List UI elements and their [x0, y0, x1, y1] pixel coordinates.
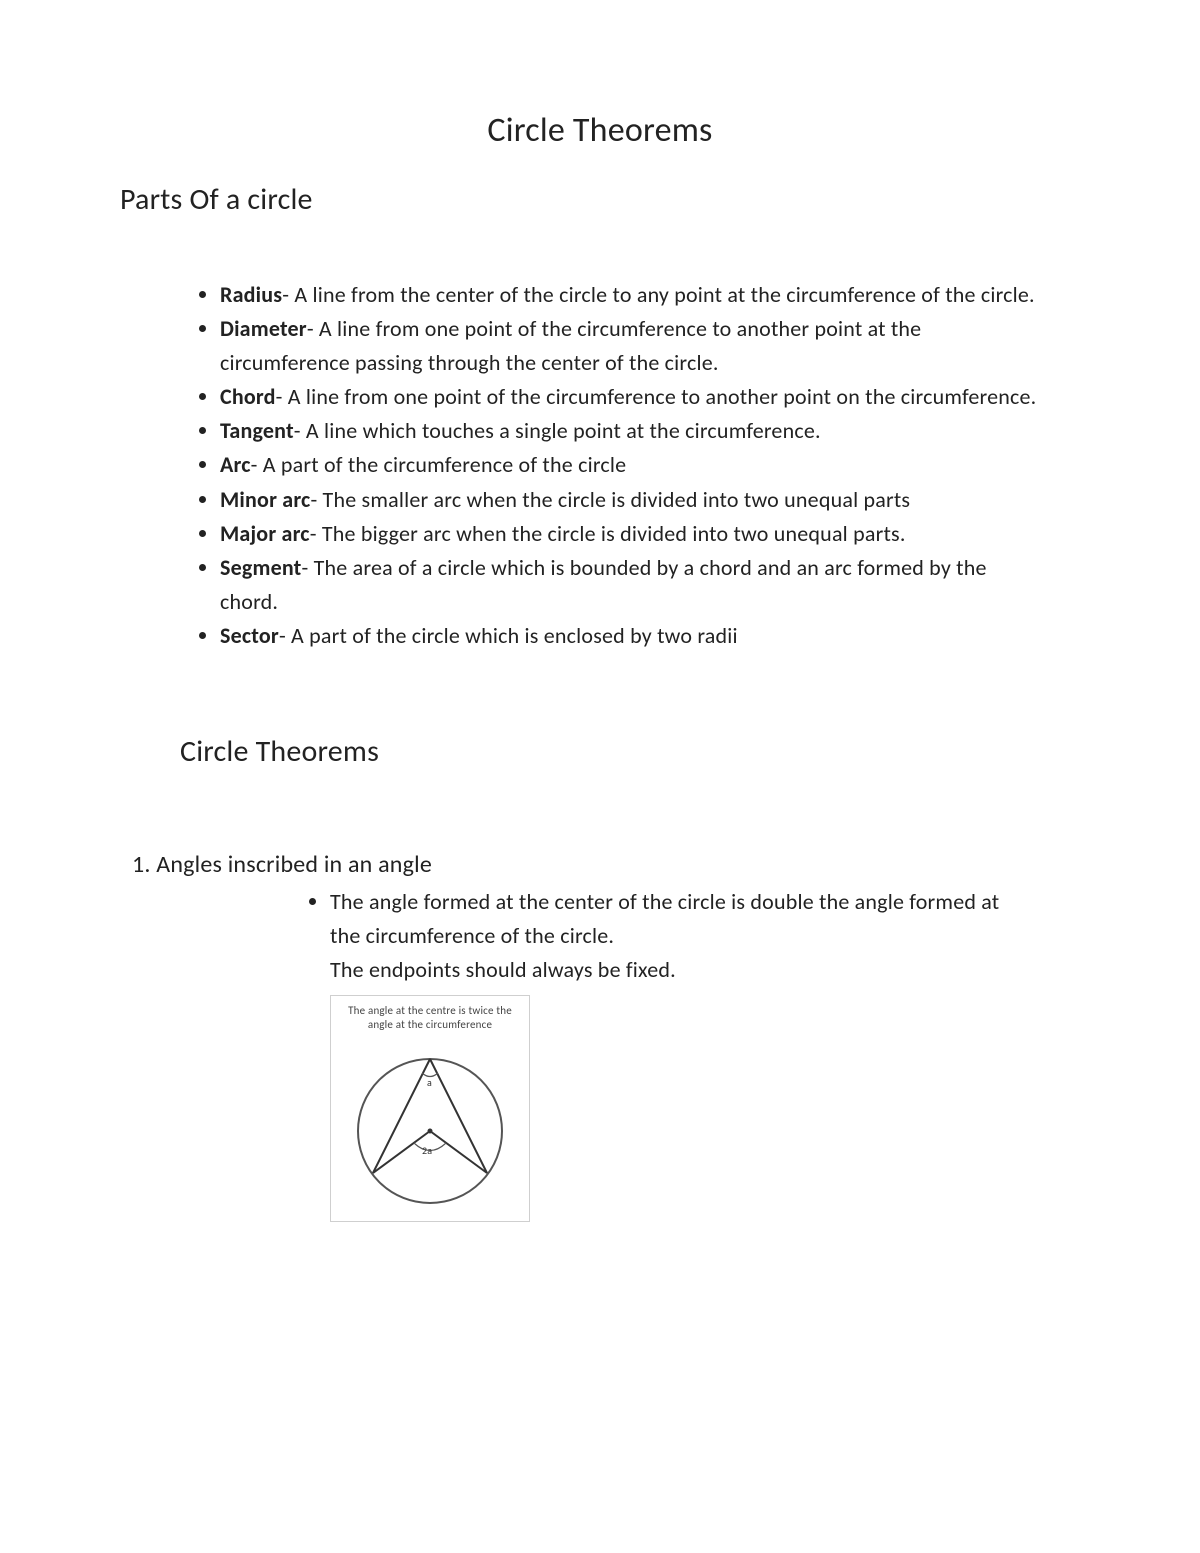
- term: Diameter: [220, 315, 307, 342]
- list-item: Minor arc- The smaller arc when the circ…: [220, 483, 1080, 517]
- term: Radius: [220, 281, 282, 308]
- figure-wrapper: The angle at the centre is twice the ang…: [330, 995, 1080, 1222]
- term-text: - The bigger arc when the circle is divi…: [310, 520, 906, 547]
- term: Arc: [220, 451, 251, 478]
- figure-box: The angle at the centre is twice the ang…: [330, 995, 530, 1222]
- term-text: - A line from one point of the circumfer…: [276, 383, 1037, 410]
- term-text: - A line from one point of the circumfer…: [220, 315, 921, 376]
- theorem-bullet-text: The angle formed at the center of the ci…: [330, 888, 999, 949]
- label-a: a: [427, 1076, 432, 1089]
- list-item: Arc- A part of the circumference of the …: [220, 448, 1080, 482]
- term-text: - A part of the circumference of the cir…: [251, 451, 627, 478]
- list-item: Sector- A part of the circle which is en…: [220, 619, 1080, 653]
- list-item: Chord- A line from one point of the circ…: [220, 380, 1080, 414]
- theorem-title: Angles inscribed in an angle: [156, 850, 432, 879]
- term: Minor arc: [220, 486, 310, 513]
- definitions-list: Radius- A line from the center of the ci…: [120, 278, 1080, 653]
- page-title: Circle Theorems: [120, 110, 1080, 151]
- list-item: Diameter- A line from one point of the c…: [220, 312, 1080, 380]
- list-item: Major arc- The bigger arc when the circl…: [220, 517, 1080, 551]
- theorem-1: 1. Angles inscribed in an angle: [132, 850, 1080, 879]
- theorem-extra-text: The endpoints should always be fixed.: [330, 956, 676, 983]
- circle-theorem-diagram: a 2a: [340, 1036, 520, 1211]
- list-item: The angle formed at the center of the ci…: [330, 885, 1080, 987]
- figure-caption: The angle at the centre is twice the ang…: [337, 1004, 523, 1032]
- term-text: - A line from the center of the circle t…: [282, 281, 1035, 308]
- term-text: - A part of the circle which is enclosed…: [279, 622, 738, 649]
- list-item: Segment- The area of a circle which is b…: [220, 551, 1080, 619]
- theorem-1-bullets: The angle formed at the center of the ci…: [120, 885, 1080, 987]
- term-text: - The smaller arc when the circle is div…: [310, 486, 910, 513]
- term-text: - A line which touches a single point at…: [294, 417, 821, 444]
- section-parts-heading: Parts Of a circle: [120, 181, 1080, 218]
- label-2a: 2a: [422, 1144, 432, 1157]
- theorem-number: 1.: [132, 850, 151, 879]
- term: Major arc: [220, 520, 310, 547]
- term: Sector: [220, 622, 279, 649]
- list-item: Radius- A line from the center of the ci…: [220, 278, 1080, 312]
- list-item: Tangent- A line which touches a single p…: [220, 414, 1080, 448]
- term: Tangent: [220, 417, 294, 444]
- center-dot: [428, 1128, 433, 1133]
- section-theorems-heading: Circle Theorems: [180, 733, 1080, 770]
- term-text: - The area of a circle which is bounded …: [220, 554, 987, 615]
- term: Segment: [220, 554, 302, 581]
- term: Chord: [220, 383, 276, 410]
